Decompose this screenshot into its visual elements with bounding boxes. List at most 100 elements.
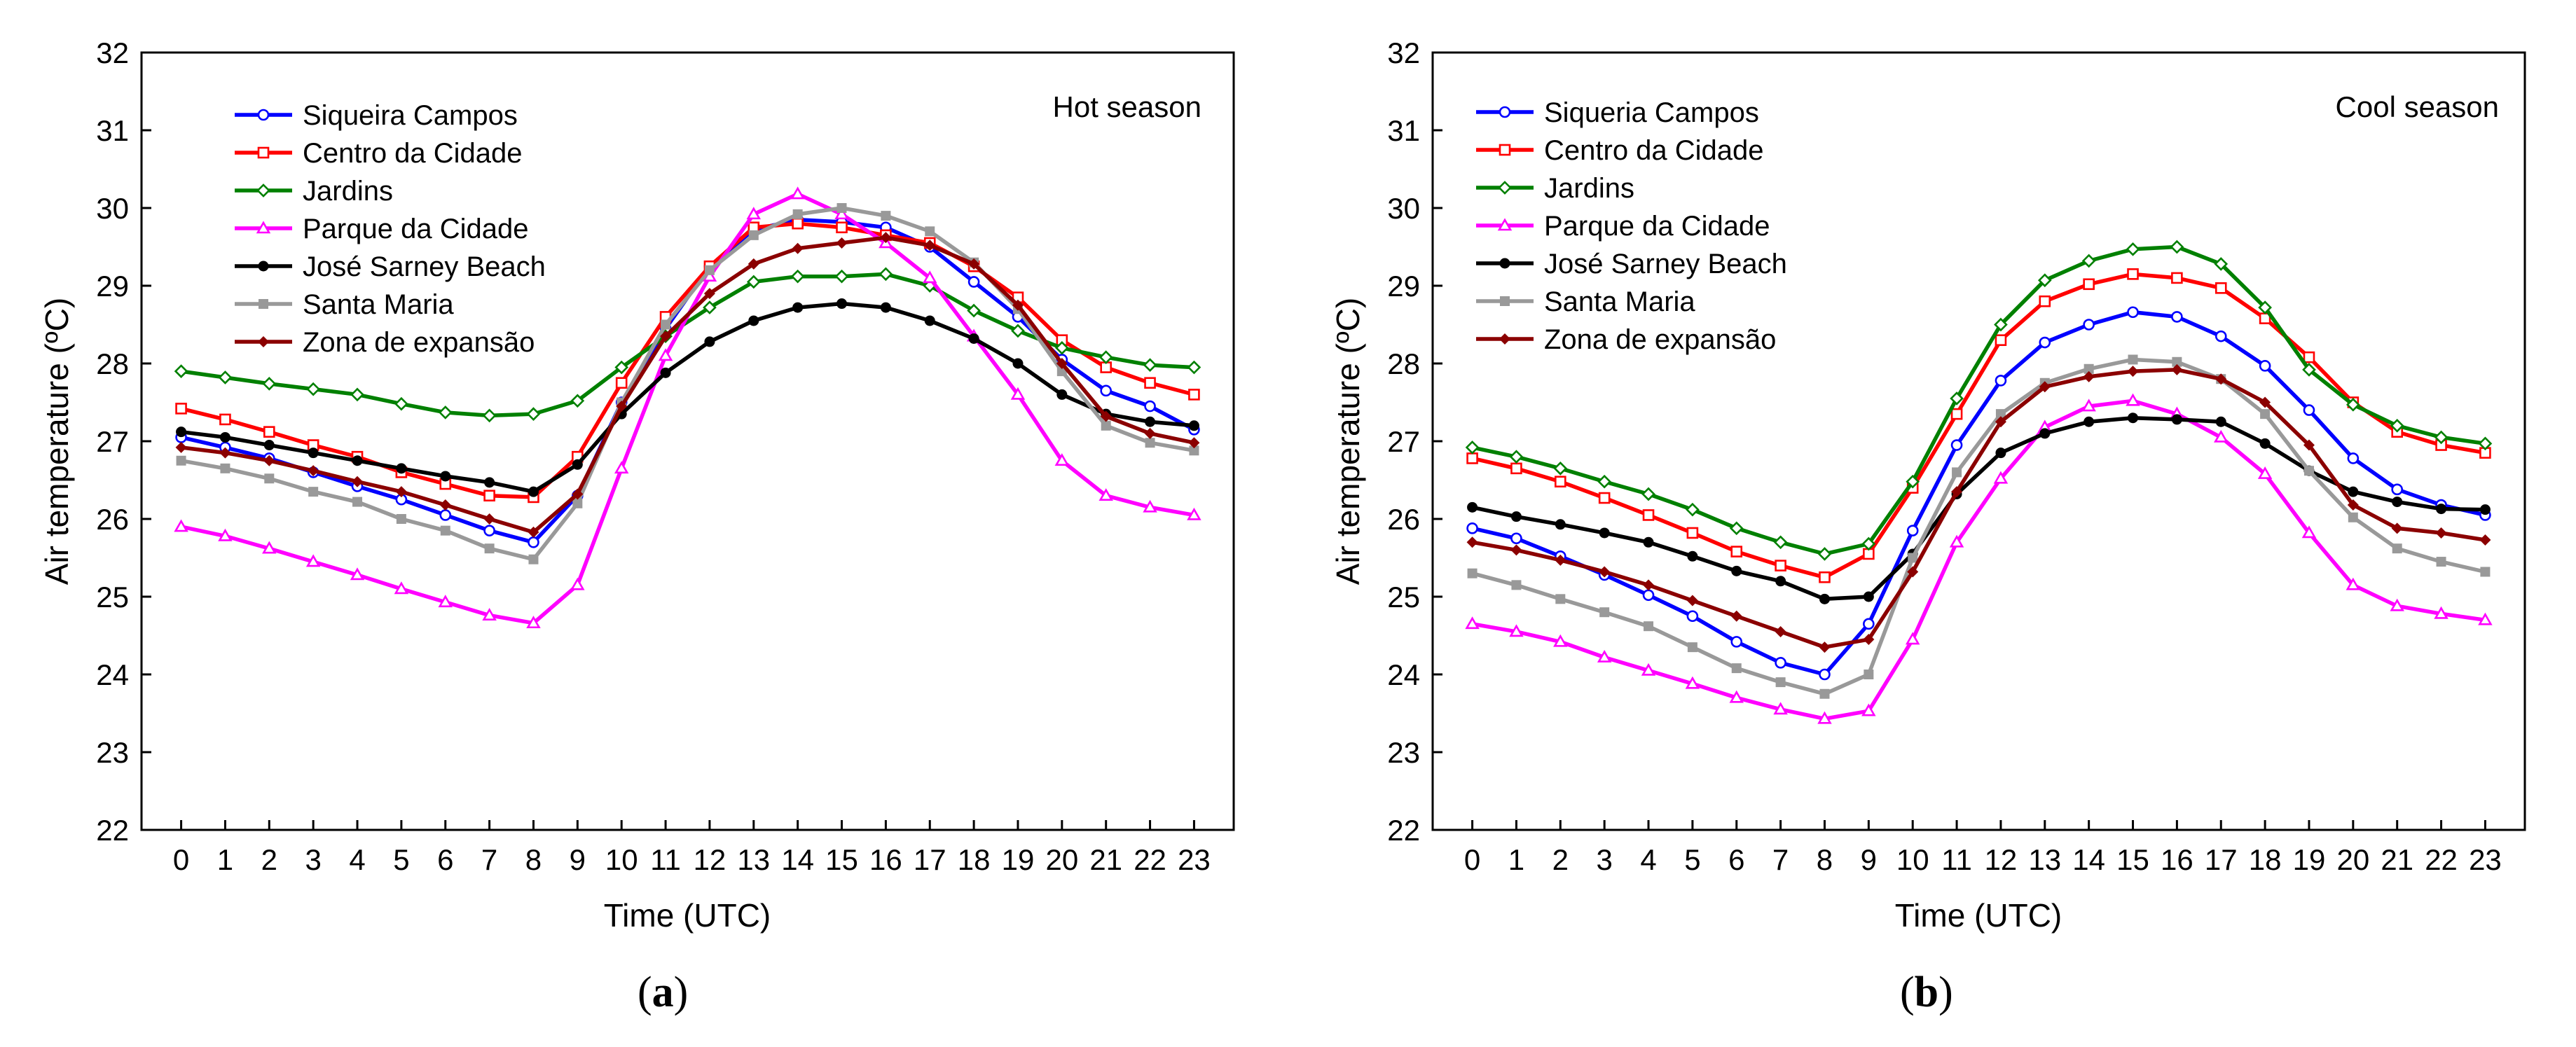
data-point	[2480, 567, 2491, 577]
data-point	[1731, 565, 1742, 576]
legend-marker	[257, 146, 270, 159]
series-santa-maria	[1467, 354, 2491, 699]
data-point	[528, 526, 539, 538]
data-point	[1599, 607, 1610, 618]
x-axis: 0 1 2 3 4 5 6 7 8 9 10 11 12 13 14 15 16 17 18 19 20 21 22 23	[173, 820, 1211, 876]
x-axis: 0 1 2 3 4 5 6 7 8 9 10 11 12 13 14 15 16 17 18 19 20 21 22 23	[1464, 820, 2502, 876]
x-tick-label: 21	[2381, 843, 2413, 876]
data-point	[1510, 544, 1522, 556]
data-point	[2436, 557, 2446, 567]
x-tick-label: 8	[1817, 843, 1833, 876]
y-tick-label: 25	[96, 581, 129, 613]
data-point	[439, 499, 451, 511]
y-tick-label: 32	[1387, 36, 1420, 69]
data-point	[2039, 428, 2051, 439]
data-point	[1775, 625, 1786, 637]
data-point	[1994, 317, 2008, 332]
x-tick-label: 6	[437, 843, 453, 876]
data-point	[2346, 397, 2360, 412]
x-tick-label: 22	[1134, 843, 1166, 876]
series-jardins	[174, 267, 1201, 423]
data-point	[923, 270, 937, 284]
x-tick-label: 15	[2116, 843, 2149, 876]
series-layer	[174, 186, 1201, 629]
y-tick-label: 26	[96, 503, 129, 536]
legend-item: Centro da Cidade	[235, 138, 523, 169]
data-point	[1731, 663, 1742, 674]
data-point	[2303, 404, 2315, 416]
legend-item: Siqueria Campos	[1476, 97, 1759, 128]
x-tick-label: 17	[914, 843, 946, 876]
data-point	[1863, 618, 1875, 630]
panel-label-a: (a)	[638, 969, 688, 1016]
y-tick-label: 25	[1387, 581, 1420, 613]
data-point	[352, 497, 363, 507]
x-tick-label: 16	[2161, 843, 2193, 876]
series-zona-de-expansao	[1466, 363, 2491, 653]
data-point	[2259, 360, 2271, 372]
data-point	[2215, 282, 2227, 294]
legend-item: Santa Maria	[1476, 286, 1695, 317]
data-point	[218, 370, 233, 384]
data-point	[1950, 408, 1963, 420]
data-point	[967, 303, 981, 318]
data-point	[1817, 547, 1832, 561]
data-point	[572, 488, 584, 500]
data-point	[658, 348, 673, 361]
data-point	[1686, 502, 1700, 517]
data-point	[1188, 389, 1200, 401]
legend-item: Jardins	[1476, 173, 1634, 204]
data-point	[396, 463, 407, 474]
data-point	[2171, 414, 2182, 425]
data-point	[1906, 474, 1920, 489]
y-tick-label: 31	[96, 114, 129, 147]
data-point	[1466, 452, 1478, 464]
data-point	[1054, 340, 1069, 355]
data-point	[440, 525, 450, 536]
data-point	[2301, 525, 2317, 539]
series-line	[1472, 415, 2486, 602]
data-point	[1145, 416, 1156, 427]
legend-marker	[1498, 181, 1512, 195]
y-axis-label: Air temperature (ºC)	[1330, 298, 1366, 585]
x-tick-label: 17	[2205, 843, 2238, 876]
data-point	[792, 242, 804, 254]
data-point	[218, 528, 233, 541]
data-point	[2391, 483, 2403, 496]
series-line	[1472, 398, 2486, 721]
chart-title: Hot season	[1053, 90, 1201, 123]
series-line	[180, 221, 1195, 499]
x-tick-label: 0	[173, 843, 189, 876]
data-point	[2128, 354, 2138, 365]
data-point	[661, 319, 671, 330]
data-point	[881, 211, 891, 221]
legend-label: Santa Maria	[1544, 286, 1695, 317]
data-point	[1641, 663, 1656, 676]
x-tick-label: 12	[1985, 843, 2018, 876]
data-point	[308, 487, 319, 497]
data-point	[836, 298, 848, 310]
data-point	[792, 209, 803, 219]
legend-label: José Sarney Beach	[1544, 249, 1787, 279]
data-point	[660, 331, 672, 342]
series-line	[181, 206, 1194, 562]
data-point	[1100, 384, 1112, 397]
data-point	[2214, 257, 2229, 271]
legend-marker	[1499, 106, 1511, 118]
legend-label: Zona de expansão	[303, 327, 535, 358]
legend-label: Parque da Cidade	[1544, 211, 1770, 242]
data-point	[1819, 668, 1831, 681]
data-point	[264, 473, 275, 484]
data-point	[1644, 621, 1654, 632]
data-point	[1510, 532, 1522, 545]
data-point	[748, 315, 759, 326]
data-point	[396, 514, 406, 524]
series-zona-de-expansao	[175, 232, 1200, 538]
data-point	[1687, 550, 1698, 562]
data-point	[440, 471, 451, 482]
data-point	[1642, 589, 1655, 602]
data-point	[1686, 527, 1699, 539]
legend-marker	[1497, 218, 1513, 231]
